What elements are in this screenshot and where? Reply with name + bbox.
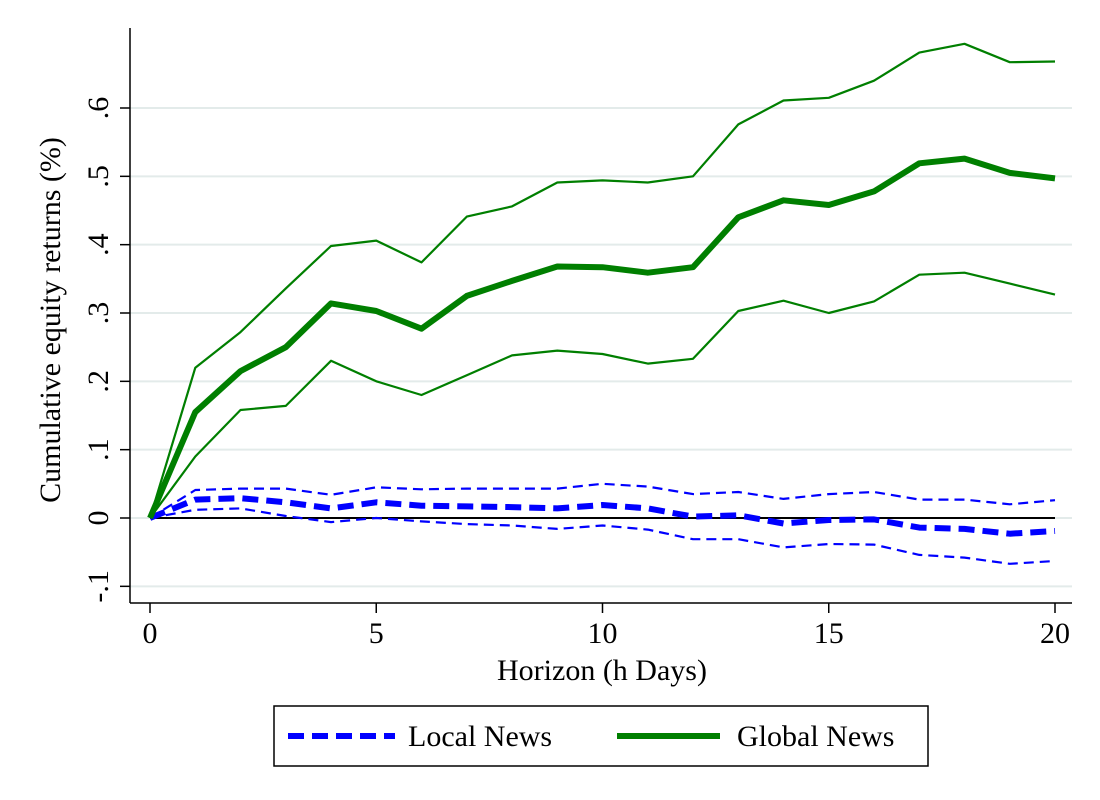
y-tick-label: .2 (82, 370, 115, 393)
x-tick-label: 0 (143, 617, 158, 650)
tick-labels: -.1 0 .1 .2 .3 .4 .5 .6 0 5 10 15 20 (82, 97, 1070, 650)
series-line-global-news (147, 155, 1056, 520)
series-lower-band-global-news (149, 271, 1056, 519)
x-tick-label: 15 (814, 617, 844, 650)
series-lower-band-local-news (149, 507, 1056, 565)
series-line-local-news (148, 495, 1056, 537)
x-tick-label: 20 (1040, 617, 1070, 650)
y-tick-label: .3 (82, 302, 115, 325)
x-axis-label: Horizon (h Days) (497, 654, 707, 687)
y-tick-label: .6 (82, 97, 115, 120)
legend-box (273, 705, 929, 767)
y-axis-label: Cumulative equity returns (%) (34, 137, 67, 503)
y-tick-label: .1 (82, 438, 115, 461)
series-upper-band-local-news (149, 482, 1056, 519)
x-tick-label: 5 (369, 617, 384, 650)
series-upper-band-global-news (148, 42, 1056, 519)
legend-label-global-news: Global News (737, 720, 894, 753)
y-tick-label: .4 (82, 233, 115, 256)
legend: Local News Global News (273, 705, 929, 767)
plot-series (147, 42, 1056, 565)
x-tick-label: 10 (588, 617, 618, 650)
y-tick-label: -.1 (82, 570, 115, 603)
legend-label-local-news: Local News (408, 720, 552, 753)
y-tick-label: 0 (82, 511, 115, 526)
y-tick-label: .5 (82, 165, 115, 188)
axes (129, 28, 1072, 604)
